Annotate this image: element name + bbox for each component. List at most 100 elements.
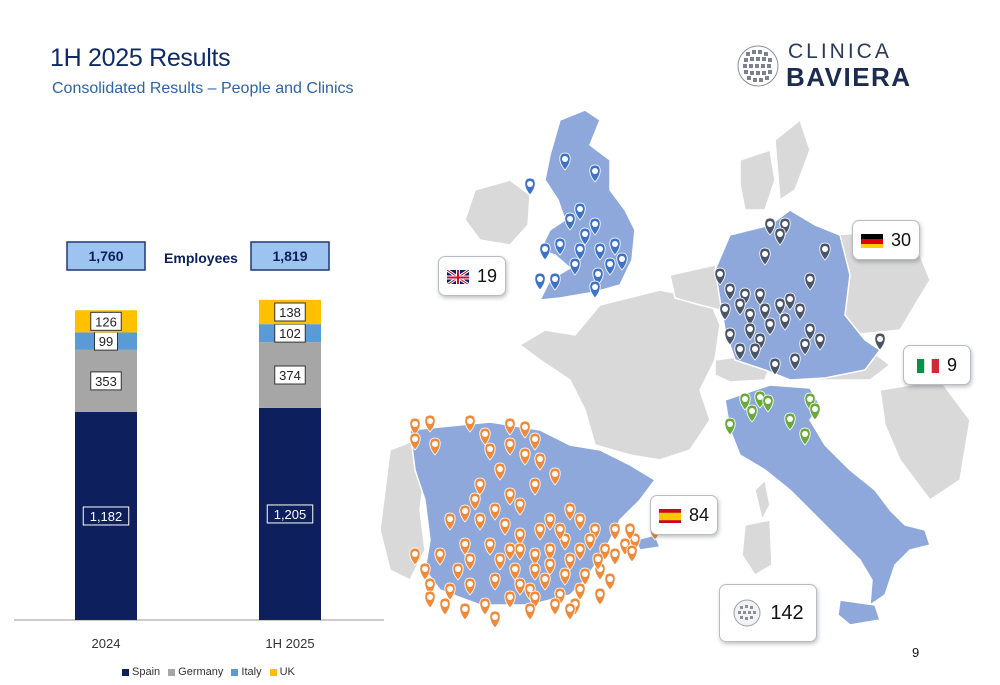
uk-clinic-marker-icon: [609, 237, 621, 256]
spain-clinic-marker-icon: [429, 437, 441, 456]
clinica-baviera-logo: CLINICA BAVIERA: [736, 38, 936, 98]
spain-clinic-marker-icon: [489, 610, 501, 629]
germany-clinic-marker-icon: [764, 217, 776, 236]
legend-label-germany: Germany: [178, 666, 224, 678]
germany-clinic-marker-icon: [784, 292, 796, 311]
germany-clinic-marker-icon: [774, 297, 786, 316]
spain-clinic-marker-icon: [504, 417, 516, 436]
legend-swatch-spain: [122, 668, 129, 676]
map-background-countries: [379, 118, 971, 582]
italy-flag-icon: [916, 358, 939, 373]
germany-clinic-marker-icon: [759, 302, 771, 321]
page-title: 1H 2025 Results: [50, 44, 231, 72]
germany-clinic-marker-icon: [724, 327, 736, 346]
logo-text-clinica: CLINICA: [788, 40, 892, 63]
spain-clinic-marker-icon: [514, 577, 526, 596]
uk-clinic-marker-icon: [589, 164, 601, 183]
spain-clinic-marker-icon: [479, 427, 491, 446]
spain-clinic-marker-icon: [494, 462, 506, 481]
germany-clinic-marker-icon: [819, 242, 831, 261]
total-box-0: [66, 241, 146, 271]
uk-clinics-count: 19: [476, 265, 498, 286]
spain-clinic-marker-icon: [489, 502, 501, 521]
uk-clinic-marker-icon: [524, 177, 536, 196]
spain-clinic-marker-icon: [424, 590, 436, 609]
spain-clinic-marker-icon: [624, 522, 636, 541]
uk-clinic-marker-icon: [589, 217, 601, 236]
spain-clinic-marker-icon: [594, 587, 606, 606]
germany-clinic-marker-icon: [754, 287, 766, 306]
uk-flag-icon: [446, 268, 469, 284]
logo-text-baviera: BAVIERA: [786, 62, 912, 92]
total-label-1: 1,819: [272, 248, 307, 264]
germany-clinic-marker-icon: [789, 352, 801, 371]
legend-swatch-uk: [269, 668, 277, 676]
employees-stacked-bar-chart: 1,182 353 99 126 2024 1,760 1,205 374 102 138 1H 2…: [14, 241, 384, 651]
spain-clinic-marker-icon: [419, 562, 431, 581]
uk-clinic-marker-icon: [616, 252, 628, 271]
data-label-spain-1: 1,205: [274, 507, 307, 522]
uk-clinic-marker-icon: [594, 242, 606, 261]
spain-clinics-count: 84: [688, 504, 710, 525]
legend-item-italy: Italy: [231, 666, 262, 678]
total-label-0: 1,760: [88, 248, 123, 264]
data-label-uk-1: 138: [279, 305, 301, 320]
spain-clinic-marker-icon: [584, 532, 596, 551]
bar-spain-1: [259, 407, 321, 620]
spain-clinic-marker-icon: [464, 577, 476, 596]
spain-clinics-badge: 84: [650, 495, 718, 535]
italy-clinic-marker-icon: [799, 427, 811, 446]
italy-clinics-badge: 9: [903, 345, 971, 385]
bar-spain-0: [75, 411, 137, 620]
spain-clinic-marker-icon: [529, 562, 541, 581]
data-label-box-uk-1: [274, 302, 306, 322]
germany-clinic-marker-icon: [804, 272, 816, 291]
spain-clinic-marker-icon: [574, 512, 586, 531]
spain-clinic-marker-icon: [559, 567, 571, 586]
uk-clinic-marker-icon: [569, 257, 581, 276]
spain-clinic-marker-icon: [574, 582, 586, 601]
spain-clinic-marker-icon: [474, 512, 486, 531]
spain-clinic-marker-icon: [519, 420, 531, 439]
spain-clinic-marker-icon: [459, 504, 471, 523]
germany-clinics-count: 30: [890, 229, 912, 250]
italy-clinic-marker-icon: [809, 402, 821, 421]
spain-clinic-marker-icon: [439, 597, 451, 616]
germany-clinic-marker-icon: [734, 342, 746, 361]
clinica-baviera-globe-icon: [733, 599, 761, 627]
spain-clinic-marker-icon: [409, 417, 421, 436]
uk-clinic-marker-icon: [554, 237, 566, 256]
germany-clinic-marker-icon: [774, 227, 786, 246]
total-box-1: [250, 241, 330, 271]
spain-clinic-marker-icon: [564, 602, 576, 621]
spain-clinic-marker-icon: [519, 447, 531, 466]
spain-clinic-marker-icon: [544, 557, 556, 576]
germany-clinic-marker-icon: [769, 357, 781, 376]
germany-clinic-marker-icon: [714, 267, 726, 286]
spain-clinic-marker-icon: [494, 552, 506, 571]
legend-item-uk: UK: [269, 666, 295, 678]
spain-clinic-marker-icon: [459, 602, 471, 621]
germany-clinic-marker-icon: [804, 322, 816, 341]
spain-clinic-marker-icon: [464, 552, 476, 571]
legend-swatch-italy: [231, 668, 239, 676]
spain-clinic-marker-icon: [489, 572, 501, 591]
spain-clinic-marker-icon: [469, 492, 481, 511]
spain-clinic-marker-icon: [592, 552, 604, 571]
spain-clinic-marker-icon: [464, 414, 476, 433]
spain-clinic-marker-icon: [549, 597, 561, 616]
germany-clinic-marker-icon: [794, 302, 806, 321]
spain-clinic-marker-icon: [459, 537, 471, 556]
spain-clinic-marker-icon: [444, 582, 456, 601]
spain-clinic-marker-icon: [564, 552, 576, 571]
x-tick-label-1: 1H 2025: [265, 636, 314, 651]
spain-clinic-marker-icon: [574, 542, 586, 561]
spain-flag-icon: [658, 508, 681, 523]
italy-clinic-marker-icon: [746, 404, 758, 423]
data-label-germany-0: 353: [95, 374, 117, 389]
germany-flag-icon: [860, 233, 883, 248]
europe-clinics-map: [379, 109, 971, 629]
spain-clinic-marker-icon: [424, 577, 436, 596]
data-label-box-germany-1: [274, 365, 306, 385]
germany-clinic-marker-icon: [744, 322, 756, 341]
